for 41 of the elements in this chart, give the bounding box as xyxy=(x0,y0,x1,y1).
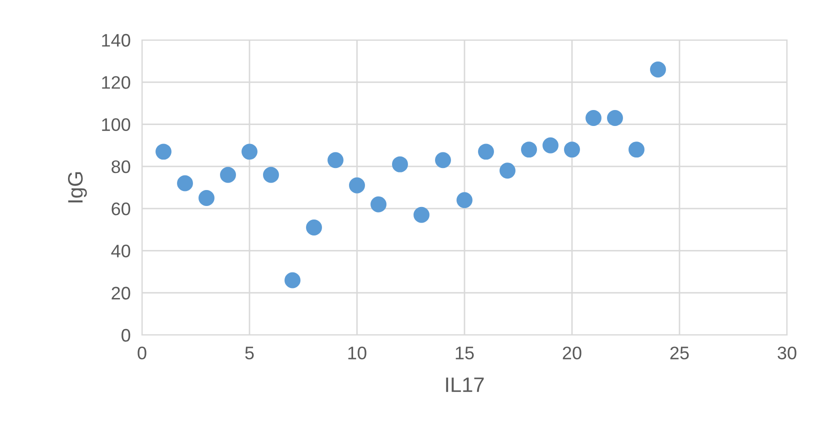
point xyxy=(586,110,602,126)
y-tick-label: 140 xyxy=(102,34,130,47)
point xyxy=(500,162,516,179)
point xyxy=(349,177,365,194)
x-axis-title: IL17 xyxy=(446,378,484,392)
y-tick-label: 0 xyxy=(122,328,130,342)
y-tick-label: 60 xyxy=(112,202,130,216)
y-axis-title: IgG xyxy=(68,172,87,202)
x-tick-label: 20 xyxy=(562,346,582,360)
point xyxy=(306,220,322,236)
y-tick-label: 100 xyxy=(102,118,130,132)
x-tick-label: 25 xyxy=(670,346,689,360)
point xyxy=(156,144,172,160)
point xyxy=(392,156,408,172)
x-tick-label: 30 xyxy=(778,346,796,360)
x-tick-label: 10 xyxy=(348,346,366,360)
y-tick-label: 20 xyxy=(112,286,130,300)
point xyxy=(220,166,236,183)
point xyxy=(478,144,494,160)
point xyxy=(414,206,430,223)
point xyxy=(328,152,344,168)
y-tick-label: 80 xyxy=(112,160,130,174)
x-tick-label: 15 xyxy=(456,346,474,360)
point xyxy=(370,196,386,212)
point xyxy=(521,142,537,158)
point xyxy=(628,142,644,158)
point xyxy=(650,62,666,78)
y-tick-label: 120 xyxy=(102,76,130,89)
point xyxy=(177,175,193,192)
point xyxy=(435,152,451,168)
point xyxy=(607,110,623,126)
point xyxy=(456,192,472,208)
point xyxy=(542,137,558,154)
y-tick-label: 40 xyxy=(111,244,130,258)
point xyxy=(263,166,279,183)
x-tick-label: 5 xyxy=(245,346,254,360)
point xyxy=(564,142,580,158)
point xyxy=(198,190,214,206)
point xyxy=(284,272,300,288)
point xyxy=(242,144,258,160)
x-tick-label: 0 xyxy=(138,346,146,360)
